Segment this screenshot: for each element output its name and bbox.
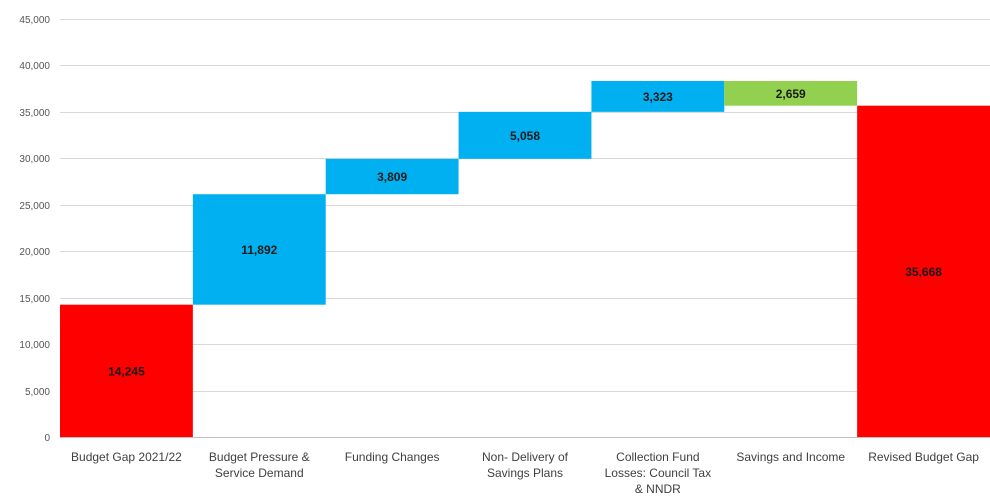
bar: [458, 111, 592, 159]
y-tick-label: 45,000: [19, 15, 50, 26]
bar: [591, 80, 725, 112]
data-label: 14,245: [108, 364, 145, 378]
y-tick-label: 30,000: [19, 154, 50, 165]
bar: [192, 194, 326, 305]
category-label: Collection Fund: [616, 450, 699, 464]
y-tick-label: 40,000: [19, 61, 50, 72]
bar: [724, 80, 858, 106]
category-label: Budget Gap 2021/22: [71, 450, 182, 464]
category-label: Budget Pressure &: [209, 450, 310, 464]
data-label: 35,668: [905, 265, 942, 279]
category-label: Revised Budget Gap: [868, 450, 979, 464]
bar: [857, 105, 990, 438]
y-tick-label: 35,000: [19, 108, 50, 119]
category-label: Losses: Council Tax: [605, 466, 712, 480]
bars: [60, 80, 990, 438]
y-tick-label: 25,000: [19, 201, 50, 212]
y-tick-label: 5,000: [25, 387, 50, 398]
data-label: 3,809: [377, 170, 407, 184]
data-label: 2,659: [776, 87, 806, 101]
data-label: 11,892: [241, 243, 277, 257]
category-label: Non- Delivery of: [482, 450, 569, 464]
x-axis-category-labels: Budget Gap 2021/22 Budget Pressure & Servi…: [71, 450, 979, 496]
data-labels: 14,245 11,892 3,809 5,058 3,323 2,659 35,668: [108, 87, 942, 379]
y-tick-label: 10,000: [19, 340, 50, 351]
y-axis-tick-labels: 0 5,000 10,000 15,000 20,000 25,000 30,000 35,0…: [19, 15, 50, 444]
bar: [60, 304, 193, 437]
category-label: & NNDR: [635, 482, 681, 496]
data-label: 3,323: [643, 90, 673, 104]
category-label: Savings and Income: [736, 450, 845, 464]
bar: [325, 158, 459, 195]
y-tick-label: 20,000: [19, 247, 50, 258]
y-tick-label: 15,000: [19, 294, 50, 305]
category-label: Funding Changes: [345, 450, 440, 464]
category-label: Service Demand: [215, 466, 304, 480]
y-tick-label: 0: [44, 433, 50, 444]
data-label: 5,058: [510, 129, 540, 143]
category-label: Savings Plans: [487, 466, 563, 480]
